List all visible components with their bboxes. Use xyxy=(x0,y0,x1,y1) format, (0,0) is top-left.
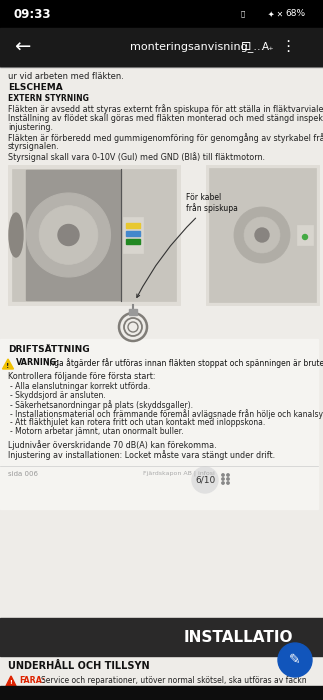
Text: Inga åtgärder får utföras innan fläkten stoppat och spänningen är bruten!: Inga åtgärder får utföras innan fläkten … xyxy=(47,358,323,368)
Text: ELSCHEMA: ELSCHEMA xyxy=(8,83,63,92)
Polygon shape xyxy=(6,676,16,686)
Bar xyxy=(8,165,180,305)
Text: Fläkten är avsedd att styras externt från spiskupa för att ställa in fläktvarvia: Fläkten är avsedd att styras externt frå… xyxy=(8,104,323,114)
Text: Rörliga delar är fläkthjul.: Rörliga delar är fläkthjul. xyxy=(8,699,104,700)
Circle shape xyxy=(26,193,110,277)
Text: Injustering av installationen: Locket måste vara stängt under drift.: Injustering av installationen: Locket må… xyxy=(8,450,275,460)
Text: - Skyddsjord är ansluten.: - Skyddsjord är ansluten. xyxy=(10,391,106,400)
Text: Kontrollera följande före första start:: Kontrollera följande före första start: xyxy=(8,372,155,381)
Ellipse shape xyxy=(9,213,23,257)
Text: styrsignalen.: styrsignalen. xyxy=(8,142,60,151)
Text: Inställning av flödet skall göras med fläkten monterad och med stängd inspektion: Inställning av flödet skall göras med fl… xyxy=(8,114,323,123)
Text: För kabel
från spiskupa: För kabel från spiskupa xyxy=(137,193,238,298)
Bar xyxy=(209,168,316,302)
Text: - Alla elanslutningar korrekt utförda.: - Alla elanslutningar korrekt utförda. xyxy=(10,382,150,391)
Bar xyxy=(0,656,323,700)
Text: 09:33: 09:33 xyxy=(14,8,51,20)
Text: 68%: 68% xyxy=(285,10,305,18)
Text: ⊡: ⊡ xyxy=(241,41,251,53)
Text: INSTALLATIO: INSTALLATIO xyxy=(183,629,293,645)
Text: - Motorn arbetar jämnt, utan onormalt buller.: - Motorn arbetar jämnt, utan onormalt bu… xyxy=(10,427,183,436)
Circle shape xyxy=(255,228,269,242)
Text: UNDERHÅLL OCH TILLSYN: UNDERHÅLL OCH TILLSYN xyxy=(8,661,150,671)
Circle shape xyxy=(227,474,229,476)
Text: VARNING:: VARNING: xyxy=(16,358,60,367)
Polygon shape xyxy=(3,359,14,369)
Bar xyxy=(126,231,140,236)
Text: Styrsignal skall vara 0-10V (Gul) med GND (Blå) till fläktmotorn.: Styrsignal skall vara 0-10V (Gul) med GN… xyxy=(8,152,265,162)
Bar xyxy=(0,686,323,700)
Circle shape xyxy=(222,474,224,476)
Bar xyxy=(129,309,137,315)
Text: DRIFTSÄTTNING: DRIFTSÄTTNING xyxy=(8,345,89,354)
Text: Fjärdskapon AB | infosi: Fjärdskapon AB | infosi xyxy=(143,471,215,477)
Circle shape xyxy=(222,478,224,480)
Text: injustering.: injustering. xyxy=(8,122,53,132)
Circle shape xyxy=(303,234,307,239)
Text: 📶: 📶 xyxy=(241,10,245,18)
Text: ✎: ✎ xyxy=(289,653,301,667)
Circle shape xyxy=(234,207,290,263)
Text: - Installationsmaterial och främmande föremål avlägsnade från hölje och kanalsys: - Installationsmaterial och främmande fö… xyxy=(10,409,323,419)
Bar xyxy=(0,66,323,67)
Circle shape xyxy=(278,643,312,677)
Text: 6/10: 6/10 xyxy=(195,475,215,484)
Circle shape xyxy=(227,478,229,480)
Bar xyxy=(126,223,140,228)
Circle shape xyxy=(58,225,79,246)
Text: !: ! xyxy=(6,363,10,369)
Bar xyxy=(123,217,143,253)
Text: Fläkten är förberedd med gummigenomföring för genomgång av styrkabel från spisku: Fläkten är förberedd med gummigenomförin… xyxy=(8,134,323,143)
Bar xyxy=(0,28,323,66)
Bar xyxy=(0,0,323,28)
Bar xyxy=(12,169,176,301)
Bar xyxy=(297,225,313,245)
Text: Ljudnivåer överskridande 70 dB(A) kan förekomma.: Ljudnivåer överskridande 70 dB(A) kan fö… xyxy=(8,440,217,450)
Text: ur vid arbeten med fläkten.: ur vid arbeten med fläkten. xyxy=(8,72,124,81)
Text: RISKÖRMOT PÅ RÖRLIGA DELAR: RISKÖRMOT PÅ RÖRLIGA DELAR xyxy=(8,690,145,699)
Circle shape xyxy=(192,467,218,493)
Text: - Säkerhetsanordningar på plats (skyddsgaller).: - Säkerhetsanordningar på plats (skyddsg… xyxy=(10,400,193,410)
Text: EXTERN STYRNING: EXTERN STYRNING xyxy=(8,94,89,103)
Text: A₊: A₊ xyxy=(262,42,274,52)
Text: FARA:: FARA: xyxy=(19,676,45,685)
Circle shape xyxy=(244,217,280,253)
Text: ⋮: ⋮ xyxy=(280,39,296,55)
Circle shape xyxy=(39,206,98,265)
Bar xyxy=(0,618,323,656)
Circle shape xyxy=(222,482,224,484)
Circle shape xyxy=(227,482,229,484)
Bar xyxy=(126,239,140,244)
Text: ✦ ✕: ✦ ✕ xyxy=(268,10,283,18)
Text: sida 006: sida 006 xyxy=(8,471,38,477)
Text: - Att fläkthjulet kan rotera fritt och utan kontakt med inloppskona.: - Att fläkthjulet kan rotera fritt och u… xyxy=(10,418,265,427)
Text: !: ! xyxy=(10,680,13,685)
Text: Service och reparationer, utöver normal skötsel, ska utföras av fackn: Service och reparationer, utöver normal … xyxy=(41,676,307,685)
Bar xyxy=(26,170,121,300)
Text: monteringsanvisning_...: monteringsanvisning_... xyxy=(130,41,264,52)
Text: ←: ← xyxy=(14,38,30,57)
Bar xyxy=(0,339,318,509)
Bar xyxy=(206,165,319,305)
